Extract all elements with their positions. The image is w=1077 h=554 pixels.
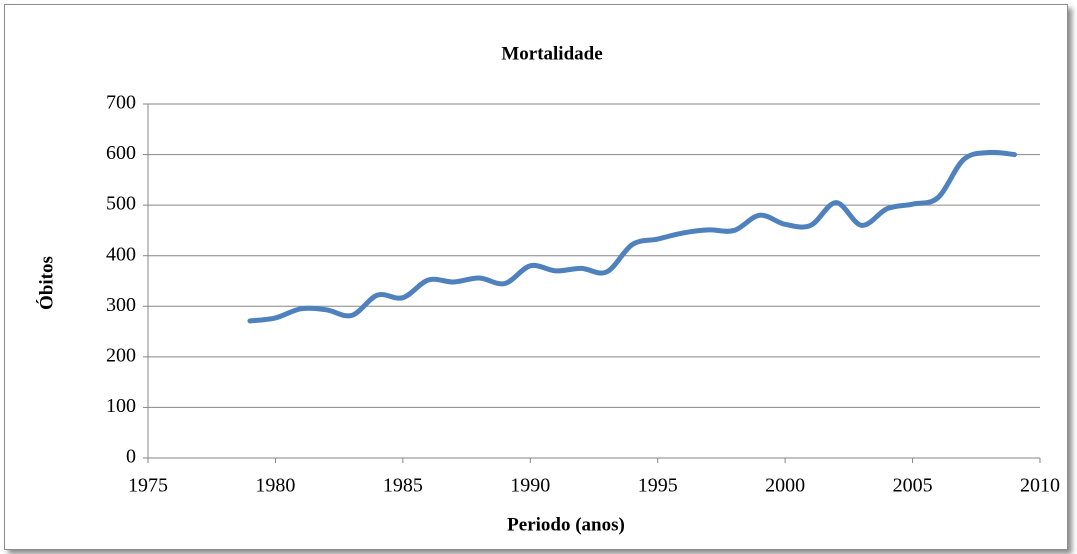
chart-frame (4, 4, 1068, 550)
y-tick-label: 300 (106, 294, 136, 316)
x-tick-label: 2010 (1020, 475, 1060, 497)
y-tick-label: 700 (106, 92, 136, 114)
y-tick-label: 500 (106, 193, 136, 215)
y-tick-label: 400 (106, 243, 136, 265)
x-axis-title: Periodo (anos) (507, 514, 625, 535)
y-tick-label: 200 (106, 344, 136, 366)
y-tick-label: 100 (106, 395, 136, 417)
y-tick-label: 600 (106, 142, 136, 164)
x-tick-label: 1985 (383, 475, 423, 497)
y-tick-label: 0 (126, 446, 136, 468)
x-tick-label: 2005 (893, 475, 933, 497)
x-tick-label: 2000 (765, 475, 805, 497)
x-tick-label: 1990 (510, 475, 550, 497)
x-tick-label: 1975 (128, 475, 168, 497)
x-tick-label: 1980 (255, 475, 295, 497)
y-axis-title: Óbitos (35, 256, 57, 310)
x-tick-label: 1995 (638, 475, 678, 497)
chart-title: Mortalidade (501, 43, 602, 64)
line-series (247, 149, 1018, 324)
